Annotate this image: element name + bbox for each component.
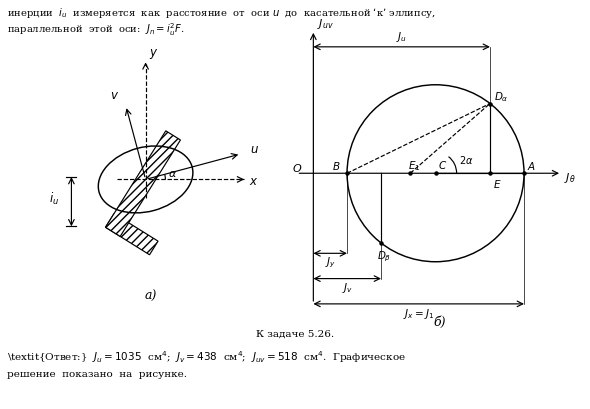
Text: $u$: $u$ — [250, 143, 258, 156]
Text: $O$: $O$ — [292, 162, 303, 174]
Polygon shape — [106, 131, 181, 237]
Text: $A$: $A$ — [527, 160, 536, 172]
Polygon shape — [106, 214, 158, 255]
Text: \textit{Ответ:}  $J_u = 1035$  см$^4$;  $J_v = 438$  см$^4$;  $J_{uv} = 518$  см: \textit{Ответ:} $J_u = 1035$ см$^4$; $J_… — [7, 348, 406, 364]
Text: $J_{uv}$: $J_{uv}$ — [316, 17, 333, 31]
Text: $J_v$: $J_v$ — [342, 281, 353, 294]
Text: $2\alpha$: $2\alpha$ — [458, 153, 473, 165]
Text: $y$: $y$ — [149, 47, 159, 61]
Text: $J_u$: $J_u$ — [396, 29, 407, 43]
Text: $J_\theta$: $J_\theta$ — [564, 170, 576, 184]
Text: а): а) — [145, 290, 157, 303]
Text: $v$: $v$ — [110, 89, 119, 102]
Text: $J_x = J_1$: $J_x = J_1$ — [403, 306, 434, 320]
Text: б): б) — [434, 315, 446, 328]
Text: $D_\beta$: $D_\beta$ — [377, 249, 391, 263]
Text: параллельной  этой  оси:  $J_n = i^2_u F$.: параллельной этой оси: $J_n = i^2_u F$. — [7, 21, 185, 38]
Text: $E_1$: $E_1$ — [408, 159, 421, 172]
Text: $E$: $E$ — [493, 178, 501, 189]
Text: $B$: $B$ — [332, 160, 341, 172]
Text: $\alpha$: $\alpha$ — [168, 169, 177, 178]
Text: решение  показано  на  рисунке.: решение показано на рисунке. — [7, 369, 187, 378]
Text: $C$: $C$ — [438, 159, 447, 171]
Text: $i_u$: $i_u$ — [49, 190, 59, 206]
Text: инерции  $i_u$  измеряется  как  расстояние  от  оси $u$  до  касательной ‘к’ эл: инерции $i_u$ измеряется как расстояние … — [7, 6, 436, 20]
Text: К задаче 5.26.: К задаче 5.26. — [256, 329, 334, 338]
Text: $x$: $x$ — [250, 175, 259, 188]
Text: $J_y$: $J_y$ — [324, 255, 336, 270]
Text: $D_\alpha$: $D_\alpha$ — [494, 90, 509, 104]
